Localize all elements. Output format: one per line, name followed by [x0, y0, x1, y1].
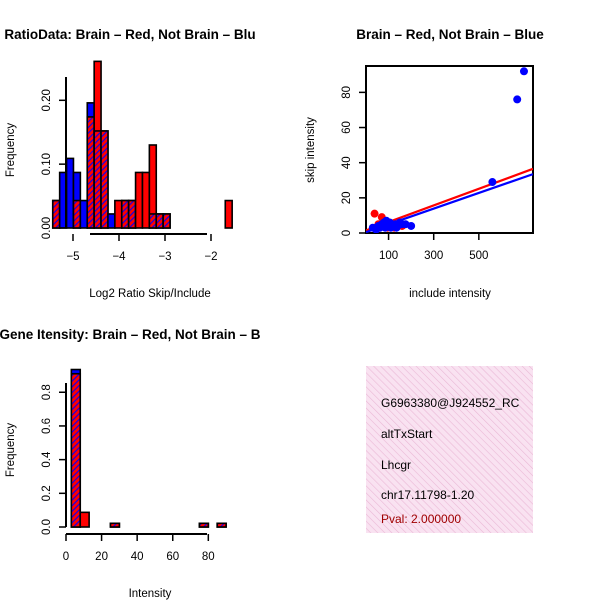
intensity-y-ticks: 0.0 0.2 0.4 0.6 0.8: [41, 384, 66, 535]
int-y-tick-label: 0.8: [41, 384, 53, 400]
ratio-overlap-bar: [162, 213, 171, 229]
scatter-x-ticks: 100 300 500: [379, 233, 488, 262]
int-y-tick-label: 0.6: [41, 418, 53, 434]
ratio-x-tick-label: −2: [204, 251, 217, 263]
scatter-y-tick-label: 0: [341, 230, 353, 236]
ratio-histogram-panel: RatioData: Brain – Red, Not Brain – Blu …: [4, 27, 255, 300]
int-overlap-bar: [109, 522, 121, 528]
scatter-y-tick-label: 60: [341, 121, 353, 134]
info-event-type: altTxStart: [381, 427, 433, 441]
info-location: chr17.11798-1.20: [381, 488, 475, 502]
int-y-tick-label: 0.0: [41, 519, 53, 535]
ratio-overlap-bar: [86, 116, 95, 229]
info-panel-background: [366, 366, 533, 533]
ratio-overlap-bar: [127, 199, 137, 229]
int-bar: [79, 511, 90, 528]
ratio-x-ticks: −5 −4 −3 −2: [66, 234, 218, 263]
ratio-overlap-bar: [100, 130, 109, 229]
scatter-x-label: include intensity: [409, 288, 491, 300]
scatter-panel: Brain – Red, Not Brain – Blue 100 300 500 …: [305, 27, 544, 300]
scatter-marks: [366, 67, 533, 233]
scatter-fit-line-red: [366, 167, 533, 232]
int-x-tick-label: 80: [202, 551, 215, 563]
ratio-bar: [134, 171, 144, 229]
ratio-y-ticks: 0.00 0.10 0.20: [41, 89, 66, 239]
info-panel: G6963380@J924552_RC altTxStart Lhcgr chr…: [366, 366, 533, 533]
int-y-tick-label: 0.4: [41, 451, 53, 468]
intensity-x-label: Intensity: [129, 588, 172, 600]
ratio-overlap-bar: [93, 130, 102, 229]
ratio-histogram-title: RatioData: Brain – Red, Not Brain – Blu: [4, 27, 255, 42]
scatter-y-tick-label: 80: [341, 86, 353, 99]
info-id-line: G6963380@J924552_RC: [381, 396, 520, 410]
intensity-histogram-bars: [70, 368, 227, 528]
int-x-tick-label: 60: [166, 551, 179, 563]
int-x-tick-label: 20: [95, 551, 108, 563]
int-overlap-bar: [216, 522, 227, 528]
scatter-plot-box: [365, 65, 534, 234]
ratio-overlap-bar: [148, 213, 158, 229]
intensity-x-ticks: 0 20 40 60 80: [63, 534, 215, 563]
ratio-overlap-bar: [51, 199, 61, 229]
scatter-point-blue: [407, 221, 416, 230]
int-overlap-bar: [198, 522, 210, 528]
ratio-x-tick-label: −3: [158, 251, 171, 263]
ratio-histogram-bars: [51, 60, 233, 229]
ratio-bar: [79, 199, 89, 229]
ratio-y-tick-label: 0.10: [41, 153, 53, 175]
info-gene: Lhcgr: [381, 458, 411, 472]
scatter-y-label: skip intensity: [305, 117, 317, 183]
ratio-overlap-bar: [120, 199, 130, 229]
scatter-y-tick-label: 40: [341, 156, 353, 169]
info-pval: Pval: 2.000000: [381, 512, 461, 526]
ratio-bar: [114, 199, 123, 229]
ratio-bar: [141, 171, 151, 229]
scatter-x-tick-label: 100: [379, 250, 398, 262]
ratio-bar: [224, 199, 233, 229]
scatter-x-tick-label: 500: [469, 250, 488, 262]
int-y-tick-label: 0.2: [41, 485, 53, 501]
ratio-y-label: Frequency: [5, 123, 17, 178]
int-overlap-bar: [70, 372, 82, 528]
scatter-title: Brain – Red, Not Brain – Blue: [356, 27, 544, 42]
intensity-y-label: Frequency: [5, 423, 17, 478]
scatter-y-tick-label: 20: [341, 191, 353, 204]
ratio-x-label: Log2 Ratio Skip/Include: [89, 288, 210, 300]
ratio-y-tick-label: 0.00: [41, 217, 53, 239]
ratio-overlap-bar: [155, 213, 164, 229]
scatter-x-tick-label: 300: [424, 250, 443, 262]
ratio-x-tick-label: −4: [112, 251, 126, 263]
intensity-histogram-panel: Gene Itensity: Brain – Red, Not Brain – …: [0, 327, 261, 600]
ratio-y-tick-label: 0.20: [41, 89, 53, 111]
ratio-x-tick-label: −5: [66, 251, 79, 263]
int-x-tick-label: 0: [63, 551, 69, 563]
int-x-tick-label: 40: [131, 551, 144, 563]
ratio-overlap-bar: [72, 199, 82, 229]
scatter-point-blue: [519, 67, 528, 76]
intensity-histogram-title: Gene Itensity: Brain – Red, Not Brain – …: [0, 327, 261, 342]
ratio-bar: [65, 157, 75, 229]
ratio-bar: [107, 213, 116, 229]
scatter-point-blue: [513, 95, 522, 104]
scatter-y-ticks: 0 20 40 60 80: [341, 86, 366, 236]
scatter-point-blue: [488, 178, 497, 187]
scatter-point-red: [370, 209, 379, 218]
